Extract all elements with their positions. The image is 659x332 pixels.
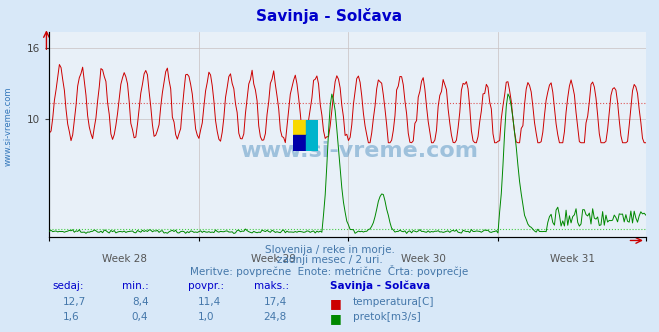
Text: maks.:: maks.:: [254, 281, 289, 290]
Text: Week 30: Week 30: [401, 254, 445, 264]
Bar: [306, 120, 318, 135]
Bar: [293, 120, 306, 135]
Text: 11,4: 11,4: [198, 297, 221, 307]
Text: temperatura[C]: temperatura[C]: [353, 297, 434, 307]
Text: Savinja - Solčava: Savinja - Solčava: [330, 281, 430, 291]
Text: 0,4: 0,4: [132, 312, 148, 322]
Text: povpr.:: povpr.:: [188, 281, 224, 290]
Text: Week 29: Week 29: [251, 254, 296, 264]
Text: Meritve: povprečne  Enote: metrične  Črta: povprečje: Meritve: povprečne Enote: metrične Črta:…: [190, 265, 469, 277]
Text: sedaj:: sedaj:: [53, 281, 84, 290]
Text: pretok[m3/s]: pretok[m3/s]: [353, 312, 420, 322]
Bar: [293, 135, 306, 151]
Text: ■: ■: [330, 297, 341, 310]
Text: Week 28: Week 28: [101, 254, 147, 264]
Text: www.si-vreme.com: www.si-vreme.com: [3, 86, 13, 166]
Text: Slovenija / reke in morje.: Slovenija / reke in morje.: [264, 245, 395, 255]
Text: 17,4: 17,4: [264, 297, 287, 307]
Text: ■: ■: [330, 312, 341, 325]
Text: min.:: min.:: [122, 281, 149, 290]
Text: 1,6: 1,6: [63, 312, 79, 322]
Bar: [306, 135, 318, 151]
Text: 1,0: 1,0: [198, 312, 214, 322]
Text: 8,4: 8,4: [132, 297, 148, 307]
Text: 24,8: 24,8: [264, 312, 287, 322]
Text: zadnji mesec / 2 uri.: zadnji mesec / 2 uri.: [277, 255, 382, 265]
Text: 12,7: 12,7: [63, 297, 86, 307]
Text: Savinja - Solčava: Savinja - Solčava: [256, 8, 403, 24]
Text: www.si-vreme.com: www.si-vreme.com: [241, 141, 478, 161]
Text: Week 31: Week 31: [550, 254, 595, 264]
